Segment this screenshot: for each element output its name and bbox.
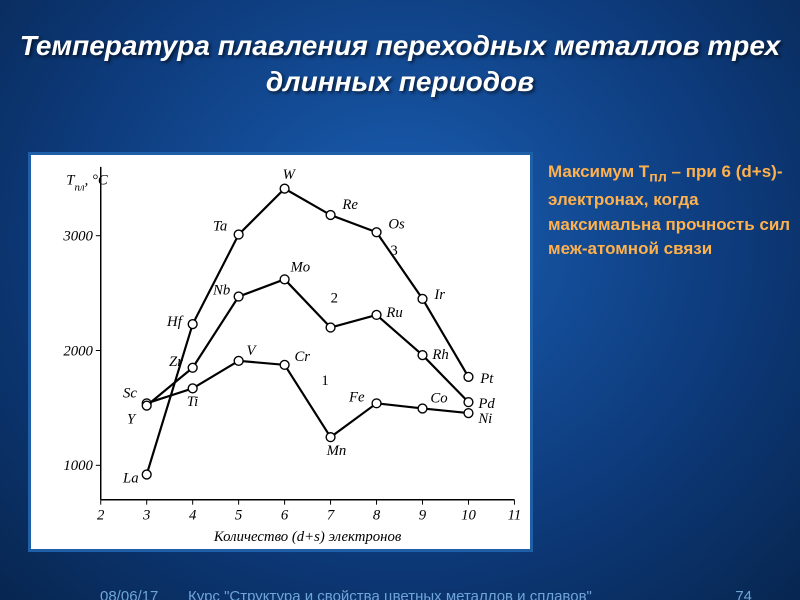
svg-text:Sc: Sc xyxy=(123,385,137,401)
svg-text:V: V xyxy=(247,343,258,359)
svg-text:5: 5 xyxy=(235,507,242,523)
svg-text:Tпл, °C: Tпл, °C xyxy=(66,173,108,194)
svg-text:Ni: Ni xyxy=(477,411,492,427)
svg-text:2000: 2000 xyxy=(63,343,93,359)
svg-text:Nb: Nb xyxy=(212,283,230,299)
svg-text:Pd: Pd xyxy=(477,396,495,412)
svg-text:Количество (d+s) электронов: Количество (d+s) электронов xyxy=(213,529,402,545)
svg-text:Mo: Mo xyxy=(290,259,311,275)
svg-text:1: 1 xyxy=(321,373,328,389)
footer-date: 08/06/17 xyxy=(100,588,158,600)
svg-text:Re: Re xyxy=(341,197,358,213)
svg-text:Os: Os xyxy=(388,216,405,232)
svg-text:Cr: Cr xyxy=(294,349,310,365)
footer-course: Курс "Структура и свойства цветных метал… xyxy=(188,588,608,600)
svg-text:Rh: Rh xyxy=(431,347,448,363)
svg-text:Ru: Ru xyxy=(385,305,402,321)
svg-text:Y: Y xyxy=(127,411,137,427)
svg-text:3: 3 xyxy=(390,243,397,259)
svg-text:2: 2 xyxy=(331,290,338,306)
svg-text:7: 7 xyxy=(327,507,335,523)
melting-point-chart: 2 3 4 5 6 7 8 9 10 11 1000 2000 3000 Tпл, °C Количеств… xyxy=(31,155,530,549)
svg-text:Ta: Ta xyxy=(213,219,227,235)
svg-text:3: 3 xyxy=(142,507,150,523)
svg-text:Co: Co xyxy=(430,391,447,407)
svg-text:Ti: Ti xyxy=(187,394,199,410)
svg-text:10: 10 xyxy=(461,507,476,523)
svg-text:8: 8 xyxy=(373,507,381,523)
svg-text:9: 9 xyxy=(419,507,427,523)
svg-text:Pt: Pt xyxy=(479,371,494,387)
slide-title: Температура плавления переходных металло… xyxy=(0,28,800,101)
svg-text:Hf: Hf xyxy=(166,314,184,330)
svg-text:La: La xyxy=(122,470,139,486)
svg-text:11: 11 xyxy=(508,507,522,523)
svg-text:Ir: Ir xyxy=(433,287,445,303)
svg-text:3000: 3000 xyxy=(62,229,93,245)
svg-text:Fe: Fe xyxy=(348,389,365,405)
chart-container: 2 3 4 5 6 7 8 9 10 11 1000 2000 3000 Tпл, °C Количеств… xyxy=(28,152,533,552)
side-text: Максимум Tпл – при 6 (d+s)-электронах, к… xyxy=(548,160,798,262)
svg-text:2: 2 xyxy=(97,507,105,523)
svg-text:W: W xyxy=(283,167,297,183)
footer-page: 74 xyxy=(735,588,752,600)
svg-text:1000: 1000 xyxy=(63,458,93,474)
svg-text:6: 6 xyxy=(281,507,289,523)
svg-text:Mn: Mn xyxy=(326,443,347,459)
svg-text:4: 4 xyxy=(189,507,197,523)
